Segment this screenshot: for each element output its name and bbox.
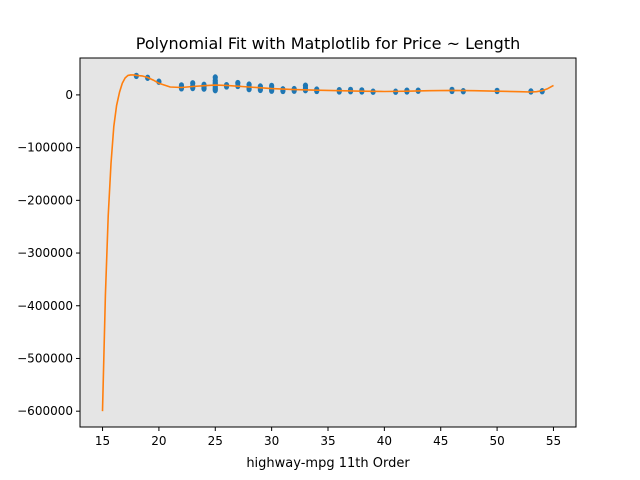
y-tick-label: −300000 [17, 246, 73, 260]
y-tick-label: −500000 [17, 351, 73, 365]
x-tick-label: 55 [546, 434, 561, 448]
y-axis-ticks: 0 −100000 −200000 −300000 −400000 −500000 −600… [17, 88, 80, 418]
data-point [178, 85, 185, 92]
data-point [212, 86, 218, 94]
x-axis-ticks: 15 20 25 30 35 40 45 50 55 [95, 427, 561, 448]
x-tick-label: 30 [264, 434, 279, 448]
x-tick-label: 45 [433, 434, 448, 448]
y-tick-label: −600000 [17, 404, 73, 418]
y-tick-label: −200000 [17, 193, 73, 207]
x-tick-label: 50 [489, 434, 504, 448]
x-tick-label: 35 [320, 434, 335, 448]
x-tick-label: 15 [95, 434, 110, 448]
data-point [291, 87, 297, 94]
y-tick-label: 0 [65, 88, 73, 102]
y-tick-label: −100000 [17, 141, 73, 155]
data-point [223, 83, 230, 90]
x-tick-label: 40 [377, 434, 392, 448]
chart-title: Polynomial Fit with Matplotlib for Price… [136, 34, 521, 53]
plot-background [80, 58, 576, 427]
x-axis-label: highway-mpg 11th Order [246, 456, 410, 471]
y-tick-label: −400000 [17, 299, 73, 313]
x-tick-label: 20 [151, 434, 166, 448]
polynomial-fit-line [101, 74, 554, 412]
series-layer [101, 72, 554, 412]
x-tick-label: 25 [208, 434, 223, 448]
